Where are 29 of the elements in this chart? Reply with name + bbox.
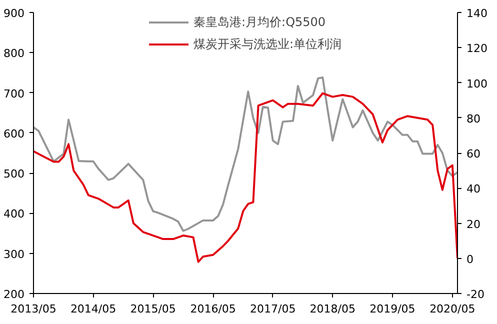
y-tick-label: 900 [4, 7, 25, 20]
legend-label: 秦皇岛港:月均价:Q5500 [193, 14, 326, 30]
x-tick-label: 2016/05 [190, 302, 236, 316]
x-tick-label: 2019/05 [370, 302, 416, 316]
y2-tick-label: 80 [466, 112, 480, 126]
y-tick-label: 600 [4, 127, 25, 140]
y2-tick-label: 100 [466, 77, 488, 90]
y2-tick-label: 140 [466, 7, 488, 20]
x-tick-label: 2018/05 [310, 302, 356, 316]
line-series [34, 92, 458, 263]
y-tick-label: 400 [4, 208, 25, 221]
x-tick-label: 2015/05 [130, 302, 176, 316]
y-tick-label: 500 [4, 168, 25, 181]
y2-tick-label: 20 [466, 218, 480, 231]
x-tick-label: 2014/05 [70, 302, 116, 316]
x-tick-label: 2017/05 [250, 302, 296, 316]
y-tick-label: 300 [4, 248, 25, 261]
y2-tick-label: -20 [466, 288, 484, 301]
x-tick-label: 2013/05 [10, 302, 56, 316]
x-tick-label: 2020/05 [430, 302, 476, 316]
y-tick-label: 700 [4, 87, 25, 100]
legend-label: 煤炭开采与洗选业:单位利润 [193, 36, 342, 52]
line-series [34, 76, 458, 232]
y2-tick-label: 40 [466, 182, 480, 196]
y-tick-label: 800 [4, 47, 25, 60]
y2-tick-label: 60 [466, 148, 480, 160]
y2-tick-label: 0 [466, 252, 474, 266]
y2-tick-label: 120 [466, 42, 488, 56]
y-tick-label: 200 [4, 288, 25, 301]
